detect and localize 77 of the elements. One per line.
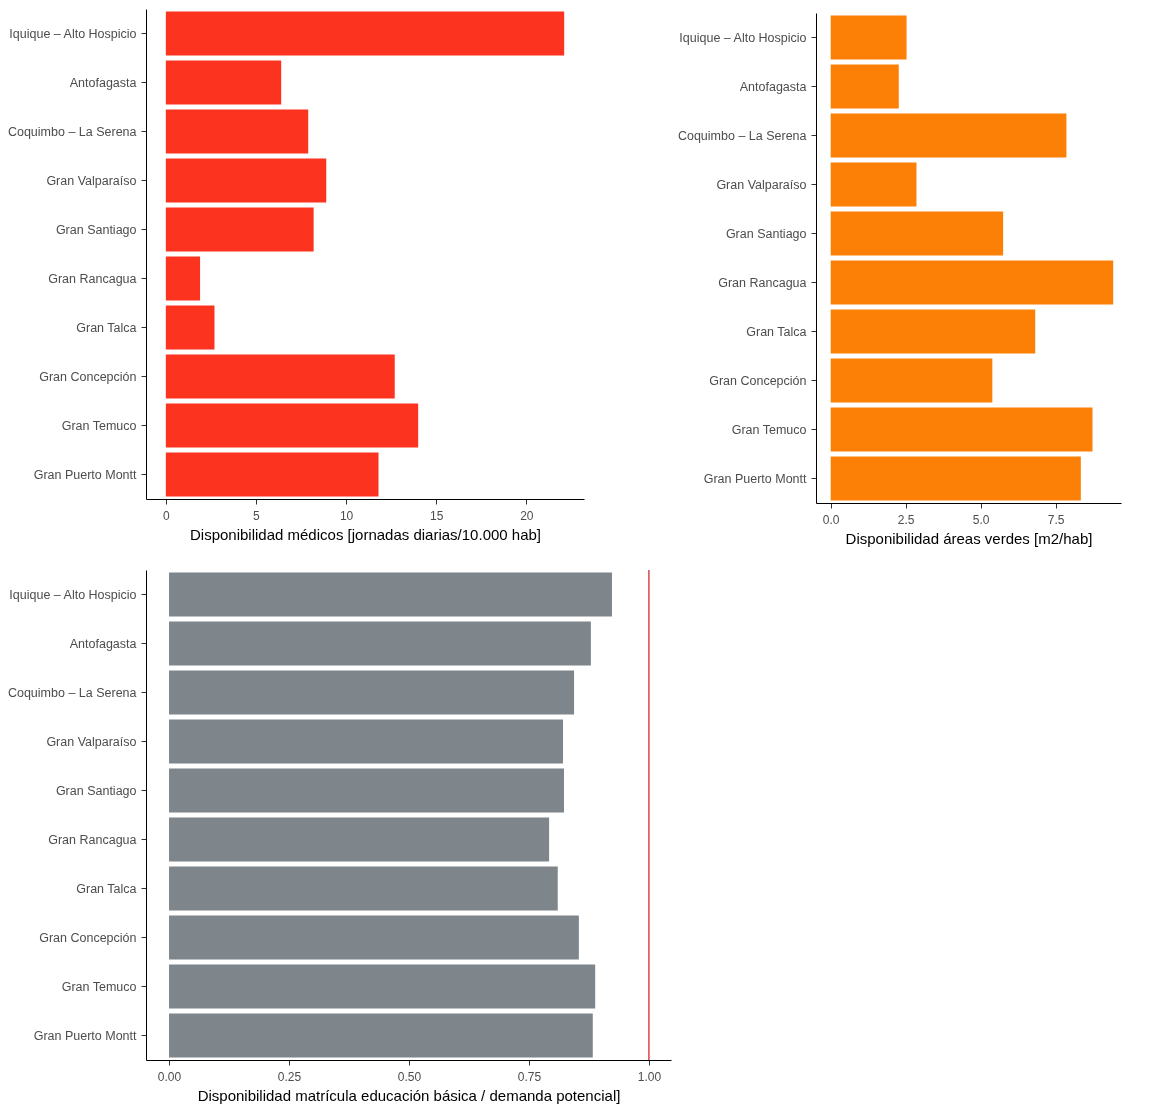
x-tick-label: 0.00 bbox=[157, 1069, 182, 1084]
y-tick-label: Iquique – Alto Hospicio bbox=[679, 30, 807, 45]
bar bbox=[165, 256, 201, 301]
bar bbox=[830, 211, 1004, 256]
y-tick-label: Antofagasta bbox=[69, 75, 137, 90]
y-tick-label: Gran Puerto Montt bbox=[33, 467, 138, 482]
y-tick-label: Gran Valparaíso bbox=[46, 734, 137, 749]
x-axis-title: Disponibilidad áreas verdes [m2/hab] bbox=[845, 529, 1093, 547]
x-axis-title: Disponibilidad matrícula educación básica / demanda potencial] bbox=[197, 1086, 621, 1104]
y-tick-label: Gran Rancagua bbox=[48, 832, 137, 847]
x-tick-label: 0.50 bbox=[397, 1069, 422, 1084]
y-tick-label: Gran Concepción bbox=[39, 930, 137, 945]
bar bbox=[165, 452, 379, 497]
bar bbox=[165, 60, 282, 105]
bar bbox=[830, 15, 907, 60]
y-tick-label: Gran Concepción bbox=[709, 373, 807, 388]
y-tick-label: Gran Temuco bbox=[61, 418, 137, 433]
bar bbox=[169, 768, 564, 813]
bar bbox=[165, 158, 327, 203]
bar bbox=[830, 260, 1114, 305]
y-tick-label: Gran Puerto Montt bbox=[33, 1028, 138, 1043]
x-tick-label: 20 bbox=[520, 508, 534, 523]
y-tick-label: Gran Puerto Montt bbox=[703, 471, 808, 486]
y-tick-label: Iquique – Alto Hospicio bbox=[9, 26, 137, 41]
y-tick-label: Gran Talca bbox=[76, 320, 137, 335]
y-tick-label: Coquimbo – La Serena bbox=[7, 685, 137, 700]
y-tick-label: Antofagasta bbox=[69, 636, 137, 651]
x-tick-label: 1.00 bbox=[637, 1069, 662, 1084]
bar bbox=[165, 354, 395, 399]
y-tick-label: Antofagasta bbox=[739, 79, 807, 94]
bar bbox=[830, 162, 917, 207]
y-tick-label: Gran Temuco bbox=[731, 422, 807, 437]
bar bbox=[830, 456, 1081, 501]
x-tick-label: 0.75 bbox=[517, 1069, 542, 1084]
y-tick-label: Gran Santiago bbox=[55, 783, 137, 798]
bar bbox=[830, 407, 1093, 452]
bar bbox=[830, 358, 993, 403]
x-axis-title: Disponibilidad médicos [jornadas diarias/10.000 hab] bbox=[189, 525, 542, 543]
y-tick-label: Gran Temuco bbox=[61, 979, 137, 994]
bar bbox=[830, 309, 1036, 354]
bar bbox=[165, 11, 565, 56]
x-tick-label: 0 bbox=[162, 508, 170, 523]
y-tick-label: Gran Talca bbox=[76, 881, 137, 896]
y-tick-label: Gran Rancagua bbox=[48, 271, 137, 286]
bar bbox=[169, 964, 596, 1009]
x-tick-label: 10 bbox=[339, 508, 354, 523]
bar bbox=[169, 572, 612, 617]
y-tick-label: Iquique – Alto Hospicio bbox=[9, 587, 137, 602]
bar bbox=[169, 670, 575, 715]
y-tick-label: Gran Rancagua bbox=[718, 275, 807, 290]
y-tick-label: Coquimbo – La Serena bbox=[7, 124, 137, 139]
y-tick-label: Gran Santiago bbox=[725, 226, 807, 241]
x-tick-label: 2.5 bbox=[897, 512, 915, 527]
bar bbox=[830, 113, 1067, 158]
y-tick-label: Gran Valparaíso bbox=[46, 173, 137, 188]
bar bbox=[165, 207, 314, 252]
bar bbox=[169, 866, 558, 911]
bar bbox=[169, 1013, 593, 1058]
x-tick-label: 0.25 bbox=[277, 1069, 302, 1084]
bar bbox=[169, 719, 564, 764]
x-tick-label: 7.5 bbox=[1047, 512, 1065, 527]
x-tick-label: 5 bbox=[253, 508, 261, 523]
x-tick-label: 5.0 bbox=[972, 512, 990, 527]
bar bbox=[169, 621, 591, 666]
y-tick-label: Gran Santiago bbox=[55, 222, 137, 237]
x-tick-label: 0.0 bbox=[822, 512, 840, 527]
bar bbox=[165, 403, 419, 448]
x-tick-label: 15 bbox=[430, 508, 444, 523]
bar bbox=[165, 109, 309, 154]
y-tick-label: Gran Valparaíso bbox=[716, 177, 807, 192]
y-tick-label: Coquimbo – La Serena bbox=[677, 128, 807, 143]
bar bbox=[169, 817, 550, 862]
y-tick-label: Gran Concepción bbox=[39, 369, 137, 384]
bar bbox=[830, 64, 899, 109]
bar bbox=[169, 915, 579, 960]
y-tick-label: Gran Talca bbox=[746, 324, 807, 339]
bar bbox=[165, 305, 215, 350]
